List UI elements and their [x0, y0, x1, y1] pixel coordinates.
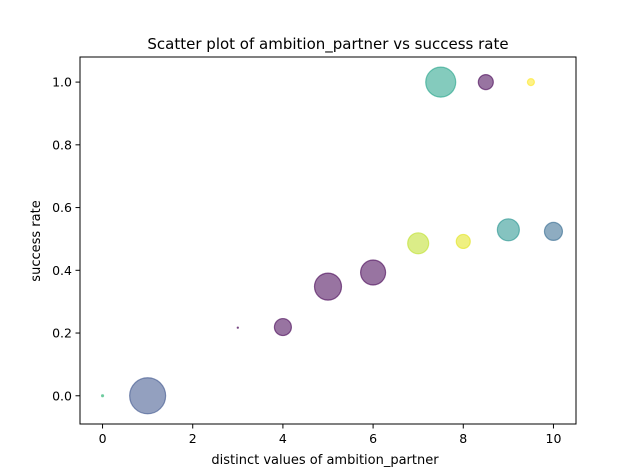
x-tick-label-0: 0 [99, 431, 107, 446]
data-point-10 [425, 66, 457, 98]
plot-area: 0 2 4 6 8 10 0.0 0.2 0.4 0.6 0.8 1.0 [52, 56, 577, 446]
data-point-6 [407, 232, 430, 255]
x-tick-label-2: 4 [279, 431, 287, 446]
data-point-5 [359, 259, 387, 286]
x-tick-label-1: 2 [189, 431, 197, 446]
data-point-12 [526, 77, 536, 87]
y-tick-label-3: 0.6 [52, 200, 72, 215]
data-point-11 [477, 73, 494, 91]
x-axis-label: distinct values of ambition_partner [211, 453, 439, 468]
y-tick-label-0: 0.0 [52, 388, 72, 403]
y-tick-label-5: 1.0 [52, 75, 72, 90]
y-tick-label-2: 0.4 [52, 263, 72, 278]
x-tick-label-4: 8 [459, 431, 467, 446]
y-tick-label-4: 0.8 [52, 137, 72, 152]
data-point-9 [543, 221, 564, 242]
data-point-2 [236, 326, 240, 329]
y-tick-label-1: 0.2 [52, 326, 72, 341]
data-point-0 [100, 394, 105, 398]
x-tick-label-5: 10 [546, 431, 562, 446]
chart-title: Scatter plot of ambition_partner vs succ… [147, 35, 508, 54]
data-point-1 [129, 377, 167, 415]
data-point-7 [455, 233, 471, 250]
data-point-3 [273, 317, 293, 337]
x-tick-label-3: 6 [369, 431, 377, 446]
y-axis-label: success rate [29, 200, 44, 281]
data-point-4 [313, 272, 343, 301]
plot-frame [79, 56, 577, 425]
data-point-8 [496, 218, 520, 242]
